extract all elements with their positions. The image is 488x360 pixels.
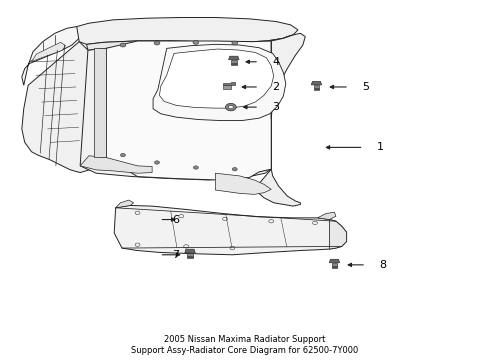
Polygon shape bbox=[313, 85, 319, 90]
Polygon shape bbox=[228, 56, 239, 60]
Circle shape bbox=[193, 40, 199, 44]
Polygon shape bbox=[331, 263, 337, 268]
Polygon shape bbox=[94, 48, 106, 157]
Polygon shape bbox=[159, 49, 273, 108]
Polygon shape bbox=[329, 220, 346, 249]
Polygon shape bbox=[22, 42, 106, 172]
Polygon shape bbox=[22, 27, 81, 85]
Polygon shape bbox=[80, 48, 271, 180]
Text: 5: 5 bbox=[362, 82, 368, 92]
Circle shape bbox=[225, 103, 236, 111]
Circle shape bbox=[228, 105, 233, 109]
Polygon shape bbox=[116, 200, 133, 208]
Polygon shape bbox=[184, 249, 195, 253]
Circle shape bbox=[154, 161, 159, 164]
Polygon shape bbox=[230, 60, 236, 65]
Text: 7: 7 bbox=[172, 250, 179, 260]
Circle shape bbox=[120, 153, 125, 157]
Text: 4: 4 bbox=[272, 57, 279, 67]
Text: 6: 6 bbox=[172, 215, 179, 225]
Polygon shape bbox=[271, 33, 305, 119]
Circle shape bbox=[120, 43, 125, 47]
Circle shape bbox=[232, 167, 237, 171]
Polygon shape bbox=[114, 206, 346, 255]
Polygon shape bbox=[215, 173, 271, 194]
Polygon shape bbox=[86, 35, 292, 50]
Polygon shape bbox=[80, 156, 152, 173]
Text: 2005 Nissan Maxima Radiator Support
Support Assy-Radiator Core Diagram for 62500: 2005 Nissan Maxima Radiator Support Supp… bbox=[131, 335, 357, 355]
Text: 3: 3 bbox=[272, 102, 279, 112]
Circle shape bbox=[231, 41, 237, 45]
Polygon shape bbox=[328, 259, 339, 263]
Text: 8: 8 bbox=[378, 260, 386, 270]
Polygon shape bbox=[317, 212, 335, 220]
Text: 1: 1 bbox=[376, 143, 383, 152]
Polygon shape bbox=[223, 82, 234, 85]
Polygon shape bbox=[77, 18, 297, 44]
Polygon shape bbox=[153, 44, 285, 121]
Circle shape bbox=[193, 166, 198, 169]
Polygon shape bbox=[106, 41, 271, 180]
Polygon shape bbox=[187, 253, 193, 258]
Polygon shape bbox=[310, 81, 321, 85]
Polygon shape bbox=[31, 42, 65, 62]
Circle shape bbox=[154, 41, 160, 45]
Polygon shape bbox=[254, 169, 300, 206]
Polygon shape bbox=[223, 85, 231, 89]
Text: 2: 2 bbox=[272, 82, 279, 92]
